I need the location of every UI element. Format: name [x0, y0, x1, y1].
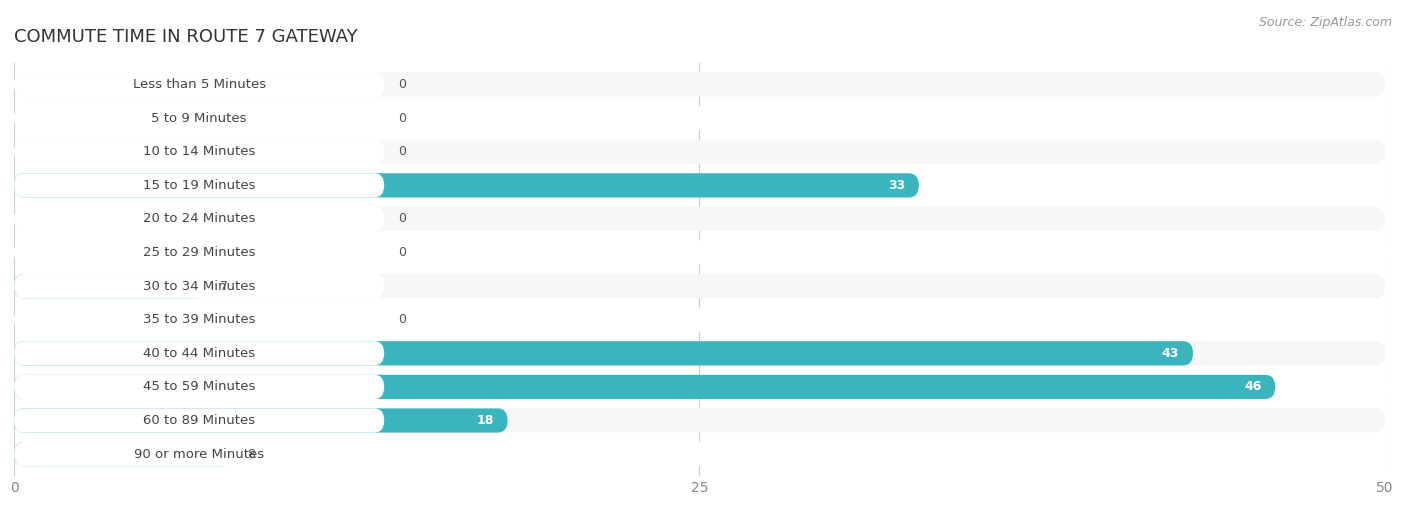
- Text: 0: 0: [398, 145, 406, 158]
- Text: 35 to 39 Minutes: 35 to 39 Minutes: [143, 313, 256, 326]
- Text: 18: 18: [477, 414, 494, 427]
- FancyBboxPatch shape: [14, 140, 1385, 164]
- FancyBboxPatch shape: [14, 341, 384, 366]
- FancyBboxPatch shape: [14, 308, 384, 332]
- Text: 0: 0: [398, 212, 406, 225]
- FancyBboxPatch shape: [14, 375, 1275, 399]
- Text: Less than 5 Minutes: Less than 5 Minutes: [132, 78, 266, 91]
- Text: 45 to 59 Minutes: 45 to 59 Minutes: [143, 380, 256, 393]
- FancyBboxPatch shape: [14, 173, 384, 198]
- Text: 60 to 89 Minutes: 60 to 89 Minutes: [143, 414, 254, 427]
- FancyBboxPatch shape: [14, 173, 1385, 198]
- FancyBboxPatch shape: [14, 442, 233, 466]
- FancyBboxPatch shape: [14, 308, 1385, 332]
- FancyBboxPatch shape: [14, 73, 1385, 97]
- FancyBboxPatch shape: [14, 207, 1385, 231]
- FancyBboxPatch shape: [14, 341, 1385, 366]
- FancyBboxPatch shape: [14, 408, 508, 433]
- FancyBboxPatch shape: [14, 274, 384, 298]
- FancyBboxPatch shape: [14, 442, 384, 466]
- Text: 90 or more Minutes: 90 or more Minutes: [134, 448, 264, 461]
- Text: 5 to 9 Minutes: 5 to 9 Minutes: [152, 112, 247, 124]
- FancyBboxPatch shape: [14, 274, 207, 298]
- Text: 0: 0: [398, 78, 406, 91]
- FancyBboxPatch shape: [14, 341, 1192, 366]
- Text: 25 to 29 Minutes: 25 to 29 Minutes: [143, 246, 256, 259]
- FancyBboxPatch shape: [14, 442, 1385, 466]
- Text: COMMUTE TIME IN ROUTE 7 GATEWAY: COMMUTE TIME IN ROUTE 7 GATEWAY: [14, 28, 357, 46]
- FancyBboxPatch shape: [14, 173, 920, 198]
- Text: 8: 8: [247, 448, 254, 461]
- FancyBboxPatch shape: [14, 408, 1385, 433]
- Text: 10 to 14 Minutes: 10 to 14 Minutes: [143, 145, 256, 158]
- Text: 0: 0: [398, 112, 406, 124]
- Text: 7: 7: [219, 280, 228, 293]
- FancyBboxPatch shape: [14, 375, 384, 399]
- Text: 43: 43: [1161, 347, 1180, 360]
- Text: 0: 0: [398, 246, 406, 259]
- FancyBboxPatch shape: [14, 408, 384, 433]
- Text: 0: 0: [398, 313, 406, 326]
- FancyBboxPatch shape: [14, 241, 1385, 265]
- Text: 33: 33: [887, 179, 905, 192]
- Text: 30 to 34 Minutes: 30 to 34 Minutes: [143, 280, 256, 293]
- FancyBboxPatch shape: [14, 375, 1385, 399]
- FancyBboxPatch shape: [14, 207, 384, 231]
- FancyBboxPatch shape: [14, 106, 1385, 130]
- FancyBboxPatch shape: [14, 106, 384, 130]
- Text: 46: 46: [1244, 380, 1261, 393]
- Text: Source: ZipAtlas.com: Source: ZipAtlas.com: [1258, 16, 1392, 29]
- Text: 15 to 19 Minutes: 15 to 19 Minutes: [143, 179, 256, 192]
- FancyBboxPatch shape: [14, 241, 384, 265]
- FancyBboxPatch shape: [14, 140, 384, 164]
- FancyBboxPatch shape: [14, 274, 1385, 298]
- FancyBboxPatch shape: [14, 73, 384, 97]
- Text: 20 to 24 Minutes: 20 to 24 Minutes: [143, 212, 256, 225]
- Text: 40 to 44 Minutes: 40 to 44 Minutes: [143, 347, 254, 360]
